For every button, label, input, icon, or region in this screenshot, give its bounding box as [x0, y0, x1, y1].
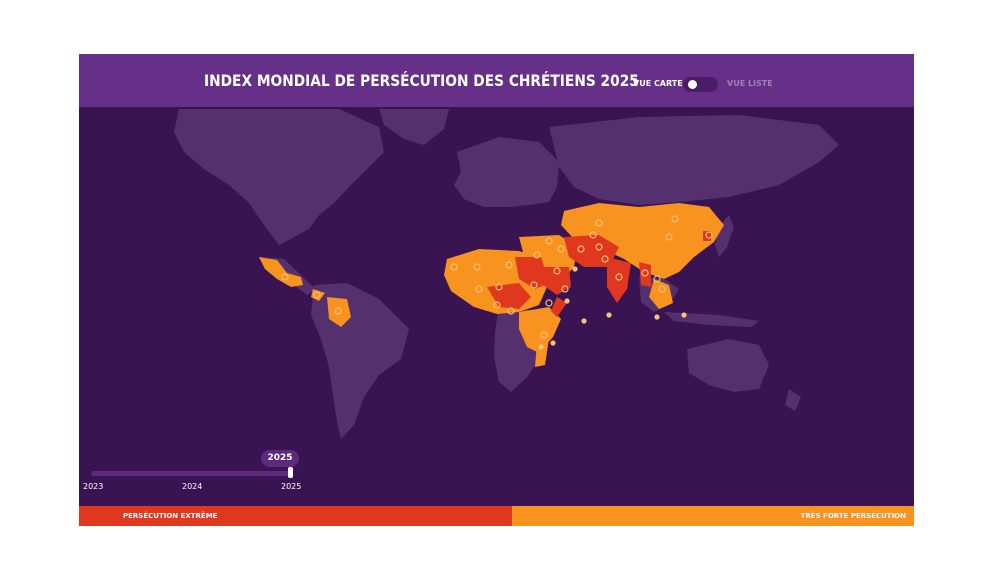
land-japan — [715, 215, 734, 257]
region-southeast-asia — [649, 279, 673, 309]
marker-sri-lanka[interactable] — [606, 312, 612, 318]
marker-mongolia[interactable] — [671, 215, 679, 223]
marker-tanzania[interactable] — [538, 344, 544, 350]
land-masses — [174, 109, 839, 439]
marker-china[interactable] — [665, 233, 673, 241]
tick-2024[interactable]: 2024 — [182, 482, 203, 491]
tick-2023[interactable]: 2023 — [83, 482, 104, 491]
marker-vietnam[interactable] — [658, 285, 666, 293]
marker-iraq[interactable] — [557, 245, 565, 253]
region-central-america-small — [311, 289, 325, 301]
marker-cameroon[interactable] — [507, 307, 515, 315]
marker-north-korea[interactable] — [705, 231, 713, 239]
region-arabia-yemen — [541, 267, 571, 295]
legend-very-high: TRÈS FORTE PERSÉCUTION — [512, 506, 914, 526]
marker-malaysia[interactable] — [654, 314, 660, 320]
region-colombia — [327, 297, 351, 327]
marker-pakistan[interactable] — [601, 255, 609, 263]
marker-maldives[interactable] — [581, 318, 587, 324]
marker-niger[interactable] — [495, 283, 503, 291]
toggle-knob[interactable] — [688, 80, 697, 89]
land-australia — [687, 339, 769, 392]
region-mexico — [259, 257, 303, 287]
marker-syria[interactable] — [545, 237, 553, 245]
land-indonesia — [664, 312, 759, 327]
legend-extreme-label: PERSÉCUTION EXTRÊME — [123, 512, 218, 520]
map-widget: INDEX MONDIAL DE PERSÉCUTION DES CHRÉTIE… — [79, 54, 914, 526]
region-east-africa — [519, 307, 561, 353]
year-slider-handle[interactable] — [288, 467, 293, 478]
region-myanmar — [639, 262, 651, 287]
marker-mali[interactable] — [475, 285, 483, 293]
land-north-america — [174, 109, 384, 245]
marker-kenya[interactable] — [540, 331, 548, 339]
marker-iran[interactable] — [577, 245, 585, 253]
marker-sudan[interactable] — [530, 281, 538, 289]
land-south-america — [311, 283, 409, 439]
view-toggle[interactable] — [683, 77, 718, 92]
marker-uzbekistan[interactable] — [589, 231, 597, 239]
region-somalia — [551, 297, 567, 317]
marker-myanmar[interactable] — [641, 269, 649, 277]
land-russia-asia-north — [549, 115, 839, 205]
marker-india[interactable] — [615, 273, 623, 281]
marker-mexico[interactable] — [281, 273, 289, 281]
region-iran-afghanistan-pakistan — [564, 235, 619, 267]
page-title: INDEX MONDIAL DE PERSÉCUTION DES CHRÉTIE… — [204, 71, 639, 90]
region-libya-sudan — [515, 257, 549, 289]
land-greenland — [379, 109, 449, 145]
marker-ethiopia[interactable] — [545, 299, 553, 307]
marker-yemen[interactable] — [561, 285, 569, 293]
marker-colombia[interactable] — [334, 307, 342, 315]
marker-indonesia[interactable] — [681, 312, 687, 318]
legend-extreme: PERSÉCUTION EXTRÊME — [79, 506, 512, 526]
view-map-label[interactable]: VUE CARTE — [633, 79, 683, 88]
marker-comoros[interactable] — [550, 340, 556, 346]
header-bar: INDEX MONDIAL DE PERSÉCUTION DES CHRÉTIE… — [79, 54, 914, 107]
marker-morocco[interactable] — [450, 263, 458, 271]
legend-very-high-label: TRÈS FORTE PERSÉCUTION — [800, 512, 906, 520]
land-new-zealand — [785, 389, 801, 411]
year-slider-track[interactable] — [91, 471, 291, 476]
marker-laos[interactable] — [653, 275, 661, 283]
selected-year-badge: 2025 — [261, 450, 299, 467]
country-markers[interactable] — [281, 215, 713, 339]
marker-nigeria[interactable] — [493, 301, 501, 309]
world-map — [174, 109, 839, 439]
marker-kazakhstan[interactable] — [595, 219, 603, 227]
country-markers-filled[interactable] — [538, 266, 687, 350]
marker-egypt[interactable] — [533, 251, 541, 259]
marker-qatar[interactable] — [572, 266, 578, 272]
marker-saudi-arabia[interactable] — [553, 267, 561, 275]
marker-cuba[interactable] — [313, 291, 321, 299]
view-list-label[interactable]: VUE LISTE — [727, 79, 773, 88]
land-europe — [454, 137, 559, 207]
marker-afghanistan[interactable] — [595, 243, 603, 251]
tick-2025[interactable]: 2025 — [281, 482, 302, 491]
region-mozambique — [535, 339, 549, 367]
marker-algeria[interactable] — [473, 263, 481, 271]
marker-libya[interactable] — [505, 261, 513, 269]
marker-djibouti[interactable] — [564, 298, 570, 304]
